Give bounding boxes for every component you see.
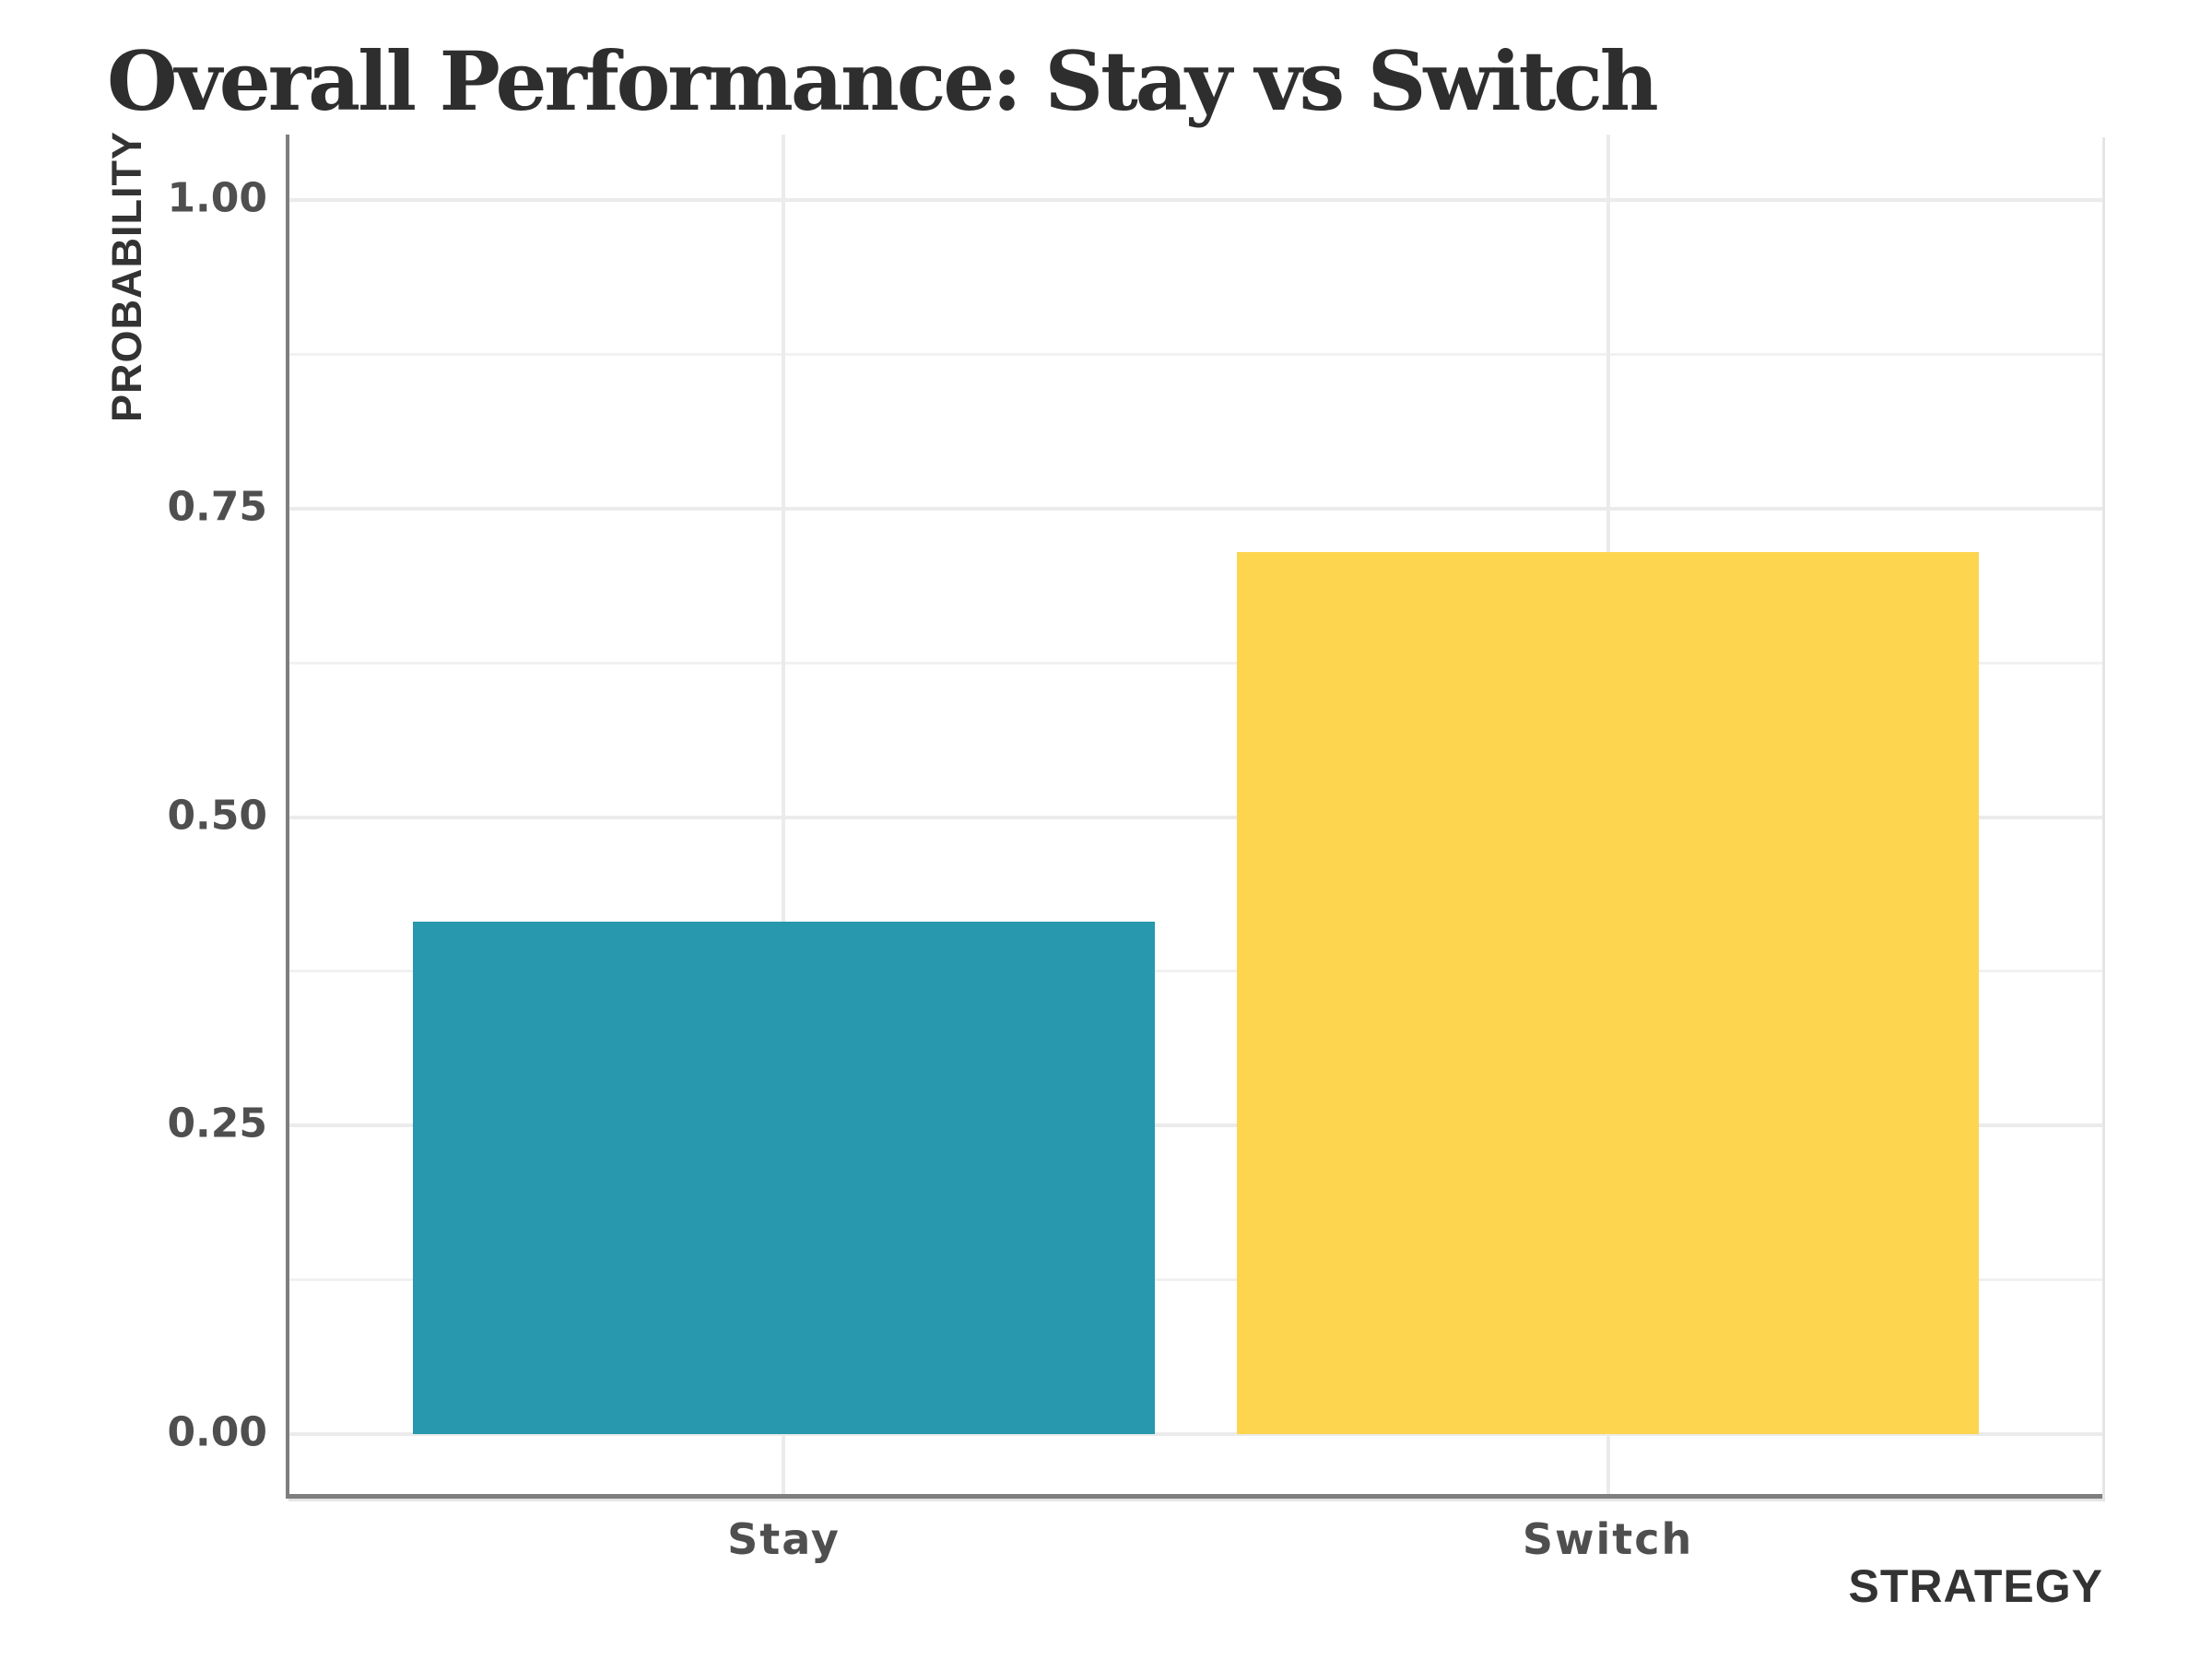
bar-switch bbox=[1237, 551, 1979, 1434]
gridline-major-horizontal bbox=[289, 1124, 2102, 1128]
plot-panel bbox=[286, 135, 2102, 1499]
gridline-minor-horizontal bbox=[289, 1278, 2102, 1282]
y-axis-title: PROBABILITY bbox=[103, 130, 150, 423]
bar-stay bbox=[413, 922, 1155, 1434]
y-tick-label: 1.00 bbox=[167, 174, 267, 222]
x-tick-label-switch: Switch bbox=[1522, 1514, 1694, 1564]
y-tick-label: 0.25 bbox=[167, 1100, 267, 1147]
chart-title: Overall Performance: Stay vs Switch bbox=[107, 33, 1659, 129]
gridline-major-horizontal bbox=[289, 198, 2102, 202]
y-tick-label: 0.50 bbox=[167, 791, 267, 839]
gridline-minor-horizontal bbox=[289, 352, 2102, 356]
gridline-vertical-stay bbox=[782, 135, 786, 1494]
gridline-major-horizontal bbox=[289, 815, 2102, 819]
gridline-major-horizontal bbox=[289, 506, 2102, 511]
y-tick-label: 0.00 bbox=[167, 1408, 267, 1456]
x-tick-label-stay: Stay bbox=[727, 1514, 841, 1564]
y-tick-label: 0.75 bbox=[167, 483, 267, 531]
gridline-major-horizontal bbox=[289, 1432, 2102, 1436]
gridline-minor-horizontal bbox=[289, 970, 2102, 973]
x-axis-title: STRATEGY bbox=[1848, 1560, 2103, 1612]
gridline-minor-horizontal bbox=[289, 661, 2102, 665]
